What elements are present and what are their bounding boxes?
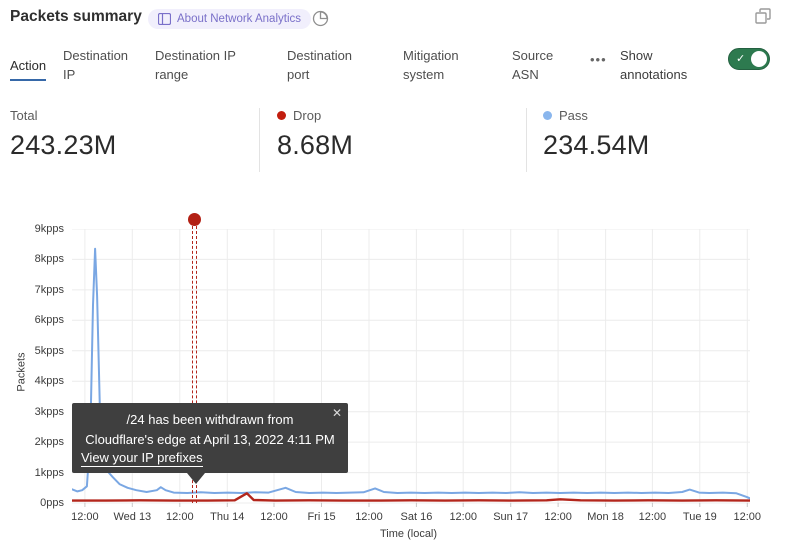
x-tick-label: 12:00 [166,511,194,523]
x-tick-label: Fri 15 [307,511,336,523]
more-tabs-icon[interactable]: ••• [590,52,607,67]
tab-action[interactable]: Action [10,57,47,81]
stat-drop: Drop 8.68M [277,108,353,161]
toggle-knob [751,51,767,67]
stat-drop-value: 8.68M [277,130,354,160]
x-tick-label: 12:00 [544,511,572,523]
y-tick-label: 7kpps [34,283,64,296]
x-tick-label: 12:00 [355,511,383,523]
summary-stats: Total 243.23M Drop 8.68M Pass 234.54M [0,100,785,180]
dimension-tabs: Action Destination IP Destination IP ran… [0,42,785,94]
show-annotations-label: Show annotations [620,48,688,82]
time-range-icon[interactable] [312,10,330,28]
x-tick-label: Sun 17 [493,511,529,523]
drop-legend-dot [277,111,286,120]
show-annotations-toggle[interactable]: ✓ [728,48,770,70]
view-ip-prefixes-link[interactable]: View your IP prefixes [81,450,203,467]
y-tick-label: 3kpps [34,405,64,418]
x-tick-label: Sat 16 [400,511,433,523]
stat-total-value: 243.23M [10,130,117,160]
y-tick-label: 6kpps [34,314,64,327]
tooltip-text-line2: Cloudflare's edge at April 13, 2022 4:11… [85,431,335,447]
x-tick-label: Tue 19 [682,511,717,523]
y-tick-label: 2kpps [34,436,64,449]
x-tick-label: Mon 18 [587,511,624,523]
tooltip-text-line1: /24 has been withdrawn from [126,412,294,427]
y-tick-label: 5kpps [34,344,64,357]
annotation-line [192,226,198,503]
y-tick-label: 9kpps [34,223,64,235]
annotation-tooltip: ✕ /24 has been withdrawn from Cloudflare… [72,403,348,484]
stat-drop-label: Drop [293,108,322,123]
annotation-marker[interactable] [188,213,202,226]
x-tick-label: 12:00 [71,511,99,523]
tab-destination-port[interactable]: Destination port [287,47,371,85]
stat-pass-label: Pass [559,108,588,123]
tab-destination-ip-range[interactable]: Destination IP range [155,47,253,85]
x-axis-title: Time (local) [380,528,438,540]
y-tick-label: 4kpps [34,375,64,388]
badge-label: About Network Analytics [177,13,302,25]
x-tick-label: 12:00 [260,511,288,523]
page-title: Packets summary [10,8,142,25]
stat-pass: Pass 234.54M [543,108,649,161]
pass-legend-dot [543,111,552,120]
panel-header: Packets summary About Network Analytics [0,0,785,38]
tab-mitigation-system[interactable]: Mitigation system [403,47,481,85]
packets-chart: Packets 0pps 1kpps 2kpps 3kpps 4kpps 5kpps 6kp… [0,195,785,555]
y-tick-label: 1kpps [34,466,64,479]
y-tick-label: 0pps [40,497,64,509]
tab-source-asn[interactable]: Source ASN [512,47,568,85]
x-tick-label: Thu 14 [210,511,245,523]
close-icon[interactable]: ✕ [331,406,342,420]
x-tick-label: 12:00 [638,511,667,523]
stat-total: Total 243.23M [10,108,116,161]
open-in-new-window-icon[interactable] [755,8,771,24]
x-tick-label: 12:00 [733,511,762,523]
stats-divider [526,108,527,172]
stat-pass-value: 234.54M [543,130,650,160]
about-network-analytics-badge[interactable]: About Network Analytics [148,9,312,29]
stats-divider [259,108,260,172]
tooltip-caret [187,473,205,484]
x-tick-label: 12:00 [449,511,477,523]
y-tick-label: 8kpps [34,253,64,266]
book-icon [158,13,171,25]
x-tick-label: Wed 13 [113,511,152,523]
tab-destination-ip[interactable]: Destination IP [63,47,143,85]
stat-total-label: Total [10,108,38,123]
check-icon: ✓ [736,53,746,65]
